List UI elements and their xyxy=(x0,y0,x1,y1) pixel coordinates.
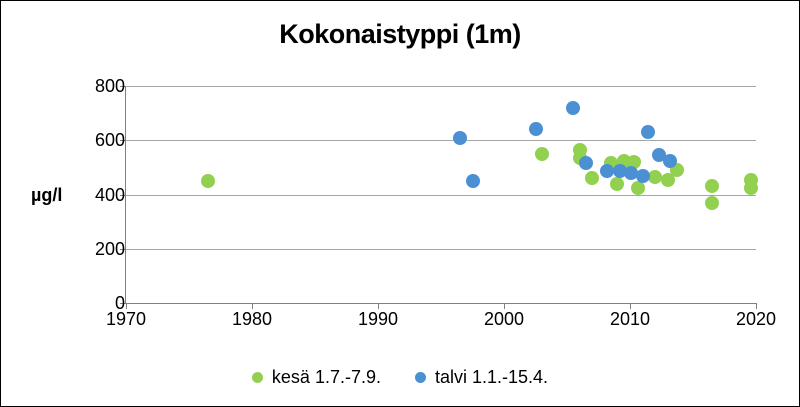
y-tick-400 xyxy=(120,194,126,196)
data-point-series0 xyxy=(626,154,641,169)
data-point-series0 xyxy=(200,173,215,188)
data-point-series1 xyxy=(651,148,666,163)
data-point-series1 xyxy=(465,173,480,188)
legend-label-kesa: kesä 1.7.-7.9. xyxy=(271,367,381,387)
data-point-series0 xyxy=(743,180,758,195)
y-tick-0 xyxy=(120,303,126,304)
y-tick-label-400: 400 xyxy=(94,184,125,205)
data-point-series1 xyxy=(528,122,543,137)
data-point-series0 xyxy=(630,180,645,195)
data-point-series1 xyxy=(640,125,655,140)
plot-area xyxy=(120,86,758,309)
data-point-series1 xyxy=(624,165,639,180)
data-point-series1 xyxy=(566,100,581,115)
data-point-series0 xyxy=(585,171,600,186)
x-tick-1980 xyxy=(252,303,253,309)
chart-legend: kesä 1.7.-7.9. talvi 1.1.-15.4. xyxy=(1,367,799,388)
x-tick-label-1990: 1990 xyxy=(357,309,399,329)
y-tick-label-600: 600 xyxy=(94,130,125,151)
x-axis-line xyxy=(126,303,756,304)
data-point-series1 xyxy=(635,168,650,183)
x-tick-2020 xyxy=(756,303,757,309)
legend-marker-talvi-icon xyxy=(415,372,426,383)
y-tick-600 xyxy=(120,140,126,142)
x-tick-2000 xyxy=(504,303,505,309)
x-tick-1970 xyxy=(126,303,127,309)
data-point-series1 xyxy=(663,153,678,168)
data-point-series0 xyxy=(704,195,719,210)
x-tick-label-1980: 1980 xyxy=(231,309,273,329)
data-point-series1 xyxy=(600,164,615,179)
gridline-600 xyxy=(126,140,756,142)
chart-title: Kokonaistyppi (1m) xyxy=(279,19,521,49)
y-tick-800 xyxy=(120,86,126,87)
gridline-400 xyxy=(126,194,756,196)
data-point-series0 xyxy=(534,146,549,161)
x-tick-1990 xyxy=(378,303,379,309)
data-point-series0 xyxy=(660,172,675,187)
data-point-series1 xyxy=(578,156,593,171)
legend-label-talvi: talvi 1.1.-15.4. xyxy=(435,367,549,387)
legend-item-talvi: talvi 1.1.-15.4. xyxy=(415,367,548,388)
y-axis-title: µg/l xyxy=(31,185,63,205)
y-tick-200 xyxy=(120,248,126,250)
x-tick-2010 xyxy=(630,303,631,309)
x-tick-label-1970: 1970 xyxy=(105,309,147,329)
data-point-series1 xyxy=(612,164,627,179)
data-point-series0 xyxy=(610,176,625,191)
legend-marker-kesa-icon xyxy=(251,372,263,383)
data-point-series1 xyxy=(452,130,467,145)
x-axis-tick-labels: 1970 1980 1990 2000 2010 2020 xyxy=(106,86,776,329)
gridline-800 xyxy=(126,86,756,87)
x-tick-label-2010: 2010 xyxy=(609,309,651,329)
y-tick-label-200: 200 xyxy=(94,238,125,259)
gridline-200 xyxy=(126,248,756,250)
legend-item-kesa: kesä 1.7.-7.9. xyxy=(251,367,381,388)
data-point-series0 xyxy=(704,179,719,194)
x-tick-label-2000: 2000 xyxy=(483,309,525,329)
x-tick-label-2020: 2020 xyxy=(735,309,777,329)
data-point-series0 xyxy=(648,169,663,184)
y-tick-label-800: 800 xyxy=(94,76,125,96)
